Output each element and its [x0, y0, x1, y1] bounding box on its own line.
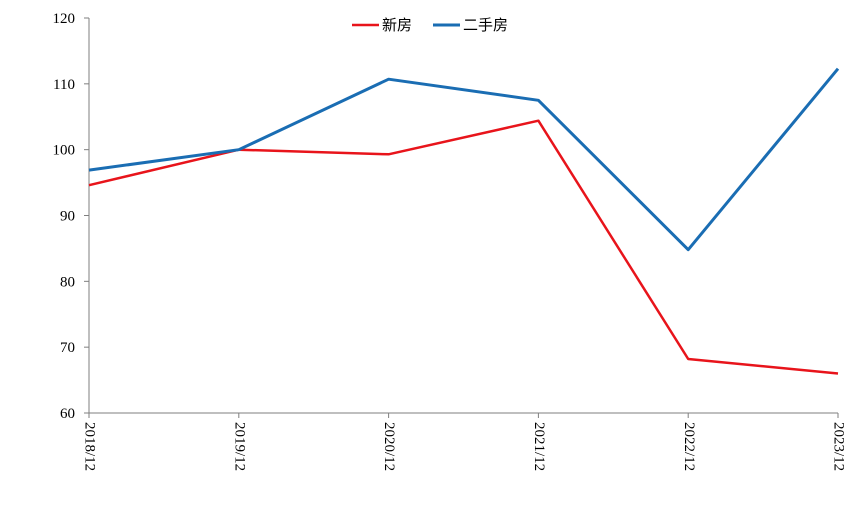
legend-label-new-homes: 新房	[382, 16, 412, 34]
legend-label-second-hand-homes: 二手房	[463, 16, 508, 34]
series-line-new-homes	[88, 119, 839, 375]
y-tick-label: 90	[60, 209, 75, 225]
series-lines	[88, 67, 840, 375]
y-tick-label: 110	[53, 77, 75, 93]
y-tick-label: 60	[60, 406, 75, 422]
y-axis: 60 70 80 90 100 110 120	[53, 11, 90, 422]
x-tick-label: 2022/12	[681, 422, 697, 471]
series-line-second-hand-homes	[88, 67, 840, 252]
y-tick-label: 120	[53, 11, 76, 27]
y-tick-label: 80	[60, 274, 75, 290]
x-tick-label: 2018/12	[82, 422, 98, 471]
y-tick-label: 70	[60, 340, 75, 356]
x-axis: 2018/12 2019/12 2020/12 2021/12 2022/12 2023/…	[82, 412, 847, 471]
y-tick-label: 100	[53, 143, 76, 159]
x-tick-label: 2019/12	[231, 422, 247, 471]
x-tick-label: 2021/12	[531, 422, 547, 471]
legend: 新房 二手房	[352, 16, 508, 34]
x-tick-label: 2023/12	[831, 422, 847, 471]
x-tick-label: 2020/12	[381, 422, 397, 471]
